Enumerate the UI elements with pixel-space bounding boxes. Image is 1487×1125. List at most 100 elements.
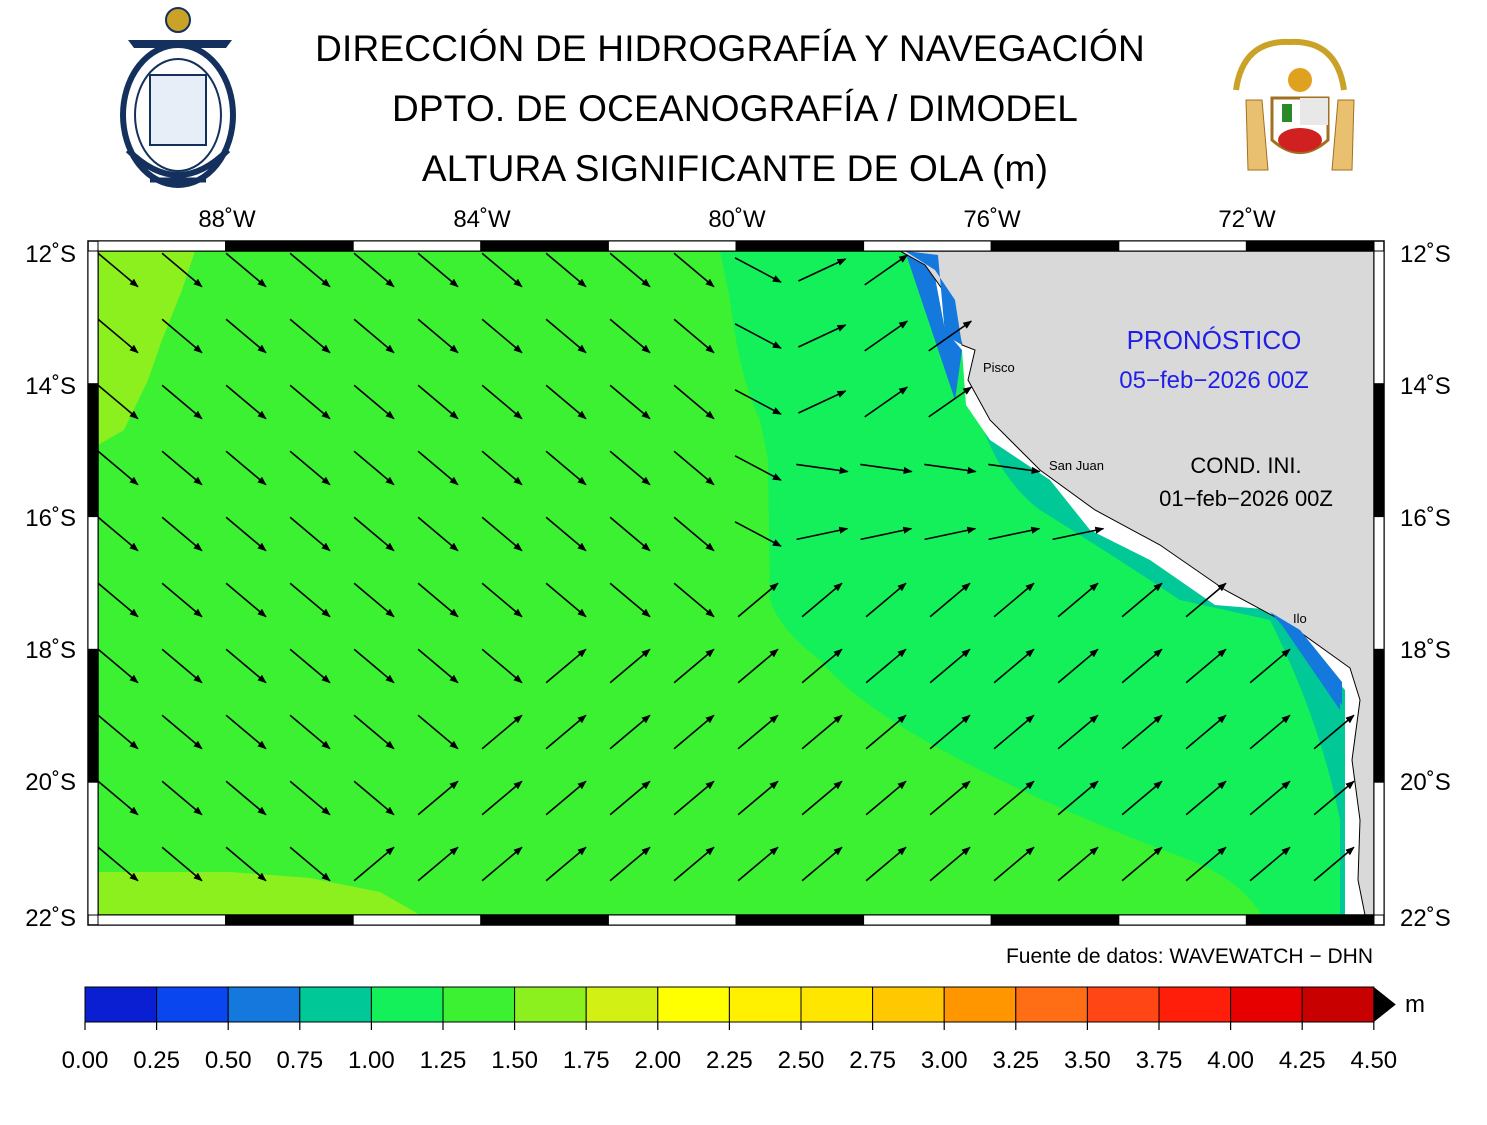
- wave-arrow-106: [1121, 648, 1163, 684]
- colorbar-tick-10: 2.50: [778, 1047, 825, 1074]
- colorbar-tick-13: 3.25: [992, 1047, 1039, 1074]
- wave-arrow-109: [97, 714, 139, 750]
- colorbar-tick-11: 2.75: [849, 1047, 896, 1074]
- colorbar-swatch-14: [1086, 986, 1160, 1023]
- colorbar-tick-12: 3.00: [921, 1047, 968, 1074]
- wave-arrow-8: [609, 252, 651, 288]
- wave-arrow-98: [609, 648, 651, 684]
- title-line-3: ALTURA SIGNIFICANTE DE OLA (m): [421, 148, 1049, 189]
- wave-arrow-101: [801, 648, 843, 684]
- wave-arrow-161: [865, 846, 907, 882]
- wave-arrow-104: [993, 648, 1035, 684]
- wave-arrow-127: [1249, 714, 1291, 750]
- dhn-seal-logo: [114, 2, 240, 198]
- wave-arrow-147: [1249, 780, 1291, 816]
- wave-arrow-118: [673, 714, 715, 750]
- wave-arrow-111: [225, 714, 267, 750]
- wave-arrow-125: [1121, 714, 1163, 750]
- wave-arrow-129: [97, 780, 139, 816]
- wave-arrow-85: [929, 582, 971, 618]
- wave-arrow-152: [289, 846, 331, 882]
- colorbar-tick-16: 4.00: [1207, 1047, 1254, 1074]
- wave-arrow-73: [161, 582, 203, 618]
- wave-arrow-97: [545, 648, 587, 684]
- wave-arrow-14: [161, 318, 203, 354]
- wave-arrow-144: [1057, 780, 1099, 816]
- wave-arrow-27: [97, 384, 139, 420]
- colorbar-tick-15: 3.75: [1136, 1047, 1183, 1074]
- wave-arrow-166: [1185, 846, 1227, 882]
- wave-arrow-39: [864, 386, 909, 418]
- wave-arrow-122: [929, 714, 971, 750]
- wave-arrow-140: [801, 780, 843, 816]
- wave-arrow-153: [353, 846, 395, 882]
- wave-arrow-45: [353, 450, 395, 486]
- colorbar-tick-14: 3.50: [1064, 1047, 1111, 1074]
- wave-arrow-119: [737, 714, 779, 750]
- colorbar-tick-8: 2.00: [634, 1047, 681, 1074]
- colorbar-tick-6: 1.50: [491, 1047, 538, 1074]
- wave-direction-arrows: [97, 252, 1355, 882]
- wave-arrow-1: [161, 252, 203, 288]
- wave-arrow-107: [1185, 648, 1227, 684]
- wave-arrow-40: [928, 386, 973, 418]
- colorbar-swatch-11: [872, 986, 945, 1023]
- lat-tick-12s-right: 12˚S: [1400, 241, 1451, 268]
- wave-arrow-156: [545, 846, 587, 882]
- colorbar-tick-5: 1.25: [420, 1047, 467, 1074]
- colorbar-tick-9: 2.25: [706, 1047, 753, 1074]
- wave-arrow-59: [289, 516, 331, 552]
- wave-arrow-162: [929, 846, 971, 882]
- colorbar-swatch-4: [370, 986, 444, 1023]
- wave-arrow-157: [609, 846, 651, 882]
- colorbar-swatch-5: [442, 986, 516, 1023]
- wave-arrow-42: [161, 450, 203, 486]
- wave-arrow-110: [161, 714, 203, 750]
- wave-arrow-69: [924, 526, 977, 541]
- lat-tick-16s-left: 16˚S: [25, 505, 76, 532]
- wave-arrow-96: [481, 648, 523, 684]
- wave-arrow-143: [993, 780, 1035, 816]
- wave-arrow-102: [865, 648, 907, 684]
- wave-arrow-31: [353, 384, 395, 420]
- wave-arrow-142: [929, 780, 971, 816]
- wave-arrow-134: [417, 780, 459, 816]
- wave-arrow-22: [673, 318, 715, 354]
- wave-arrow-63: [545, 516, 587, 552]
- wave-arrow-99: [673, 648, 715, 684]
- lon-tick-76w: 76˚W: [963, 206, 1021, 233]
- colorbar-swatch-15: [1158, 986, 1232, 1023]
- wave-arrow-43: [225, 450, 267, 486]
- wave-arrow-71: [1052, 526, 1105, 541]
- wave-arrow-6: [481, 252, 523, 288]
- colorbar-swatch-9: [728, 986, 802, 1023]
- wave-arrow-68: [860, 526, 913, 541]
- wave-arrow-52: [796, 463, 849, 475]
- init-date: 01−feb−2026 00Z: [1159, 486, 1333, 511]
- forecast-label: PRONÓSTICO: [1127, 325, 1302, 355]
- wave-arrow-36: [673, 384, 715, 420]
- wave-arrow-163: [993, 846, 1035, 882]
- wave-arrow-135: [481, 780, 523, 816]
- wave-arrow-131: [225, 780, 267, 816]
- wave-arrow-49: [609, 450, 651, 486]
- wave-arrow-168: [1313, 846, 1355, 882]
- lon-tick-84w: 84˚W: [453, 206, 511, 233]
- wave-arrow-72: [97, 582, 139, 618]
- wave-arrow-89: [1185, 582, 1227, 618]
- wave-arrow-15: [225, 318, 267, 354]
- wave-arrow-154: [417, 846, 459, 882]
- wave-arrow-141: [865, 780, 907, 816]
- colorbar-tick-2: 0.50: [205, 1047, 252, 1074]
- wave-arrow-112: [289, 714, 331, 750]
- wave-arrow-139: [737, 780, 779, 816]
- wave-arrow-64: [609, 516, 651, 552]
- wave-arrow-79: [545, 582, 587, 618]
- wave-arrow-95: [417, 648, 459, 684]
- colorbar-swatch-6: [514, 986, 587, 1023]
- wave-arrow-0: [97, 252, 139, 288]
- colorbar-tick-0: 0.00: [62, 1047, 109, 1074]
- wave-arrow-16: [289, 318, 331, 354]
- wave-arrow-116: [545, 714, 587, 750]
- wave-arrow-74: [225, 582, 267, 618]
